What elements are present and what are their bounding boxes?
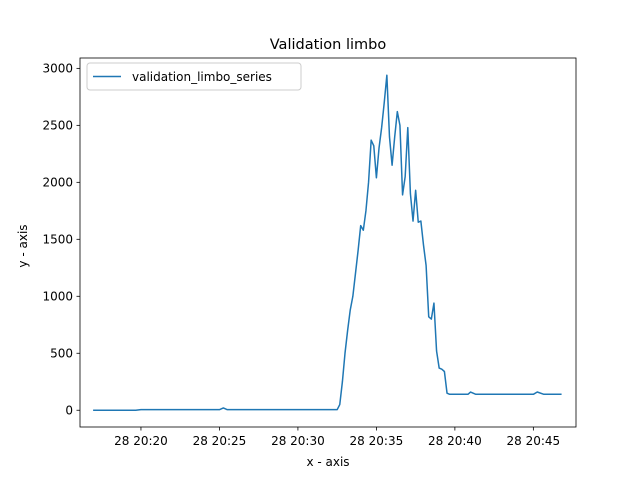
y-axis-label: y - axis [16, 224, 30, 267]
y-axis: 0 500 1000 1500 2000 2500 3000 [42, 62, 80, 418]
y-tick-label: 2500 [42, 119, 73, 133]
x-axis: 28 20:20 28 20:25 28 20:30 28 20:35 28 20:40… [114, 427, 560, 448]
legend-box [86, 62, 302, 91]
plot-frame [79, 57, 577, 428]
x-tick-label: 28 20:40 [428, 434, 482, 448]
legend: validation_limbo_series [86, 62, 302, 91]
x-tick-label: 28 20:30 [271, 434, 325, 448]
y-tick-label: 2000 [42, 176, 73, 190]
chart-title: Validation limbo [270, 37, 387, 53]
x-tick-label: 28 20:35 [350, 434, 404, 448]
y-tick-label: 0 [65, 404, 73, 418]
x-tick-label: 28 20:25 [193, 434, 247, 448]
y-tick-label: 1500 [42, 233, 73, 247]
x-tick-label: 28 20:45 [507, 434, 561, 448]
plot-area [79, 57, 577, 428]
plot-background [80, 58, 576, 427]
y-tick-label: 500 [50, 347, 73, 361]
x-tick-label: 28 20:20 [114, 434, 168, 448]
series-line-0 [93, 74, 562, 411]
y-tick-label: 1000 [42, 290, 73, 304]
y-tick-label: 3000 [42, 62, 73, 76]
x-axis-label: x - axis [306, 455, 349, 469]
legend-label: validation_limbo_series [132, 70, 272, 84]
